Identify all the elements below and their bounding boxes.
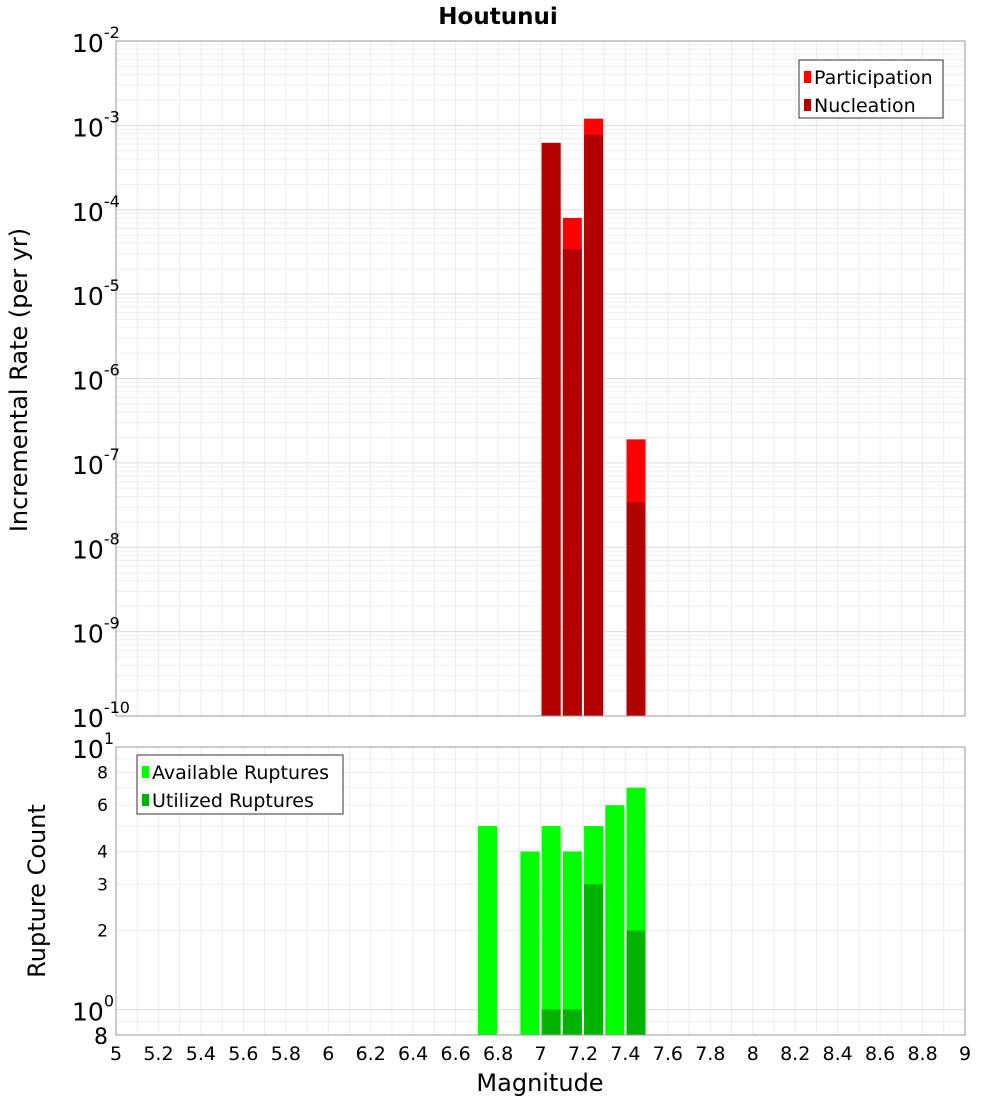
count-y-tick-minor: 3 (97, 875, 108, 895)
x-tick-label: 5.4 (186, 1043, 216, 1065)
rate-bars (541, 118, 646, 717)
count-legend-label: Utilized Ruptures (152, 790, 314, 812)
x-tick-label: 6.2 (356, 1043, 386, 1065)
x-tick-label: 6 (322, 1043, 334, 1065)
count-plot-border (115, 746, 966, 1036)
count-bar-available-ruptures (605, 805, 625, 1035)
count-y-tick-major: 100 (72, 992, 114, 1027)
rate-legend-label: Nucleation (814, 95, 916, 117)
x-tick-label: 7 (534, 1043, 546, 1065)
count-legend-swatch (142, 766, 149, 778)
rate-panel: 10-10 10-9 10-8 10-7 10-6 10-5 10-4 10-3 10-2 In… (5, 23, 966, 733)
count-legend: Available Ruptures Utilized Ruptures (136, 754, 344, 815)
count-y-tick-minor: 8 (94, 1025, 108, 1050)
count-bar-utilized-ruptures (541, 1009, 561, 1035)
count-legend-label: Available Ruptures (152, 762, 329, 784)
magnitude-x-tick-labels: 5 5.2 5.4 5.6 5.8 6 6.2 6.4 6.6 6.8 7 7.2 7.4 7.6 7.8 8… (110, 1043, 971, 1065)
x-axis-label: Magnitude (476, 1069, 603, 1097)
rate-legend-label: Participation (814, 67, 933, 89)
rate-y-axis-label: Incremental Rate (per yr) (5, 228, 33, 532)
count-bar-available-ruptures (562, 851, 582, 1035)
count-bar-utilized-ruptures (626, 930, 646, 1035)
count-bars (477, 787, 646, 1035)
count-y-axis-label: Rupture Count (23, 804, 51, 978)
rate-legend: Participation Nucleation (798, 59, 944, 119)
x-tick-label: 9 (959, 1043, 971, 1065)
rate-y-tick-label: 10-6 (72, 361, 120, 396)
count-bar-available-ruptures (477, 826, 497, 1035)
rate-legend-swatch (804, 71, 811, 83)
rate-grid (115, 41, 966, 717)
x-tick-label: 8.8 (907, 1043, 937, 1065)
count-y-tick-minor: 8 (97, 763, 108, 783)
chart-title: Houtunui (438, 4, 557, 30)
rate-y-tick-label: 10-2 (72, 23, 120, 58)
rate-y-tick-label: 10-4 (72, 192, 120, 227)
rate-bar-nucleation (626, 502, 646, 716)
rate-bar-nucleation (584, 134, 604, 717)
rate-y-tick-labels: 10-10 10-9 10-8 10-7 10-6 10-5 10-4 10-3 10-2 (72, 23, 130, 733)
count-bar-available-ruptures (520, 851, 540, 1035)
count-y-tick-minor: 4 (97, 842, 108, 862)
x-tick-label: 7.2 (568, 1043, 598, 1065)
rate-y-tick-label: 10-10 (72, 698, 130, 733)
count-y-tick-major: 101 (72, 729, 114, 764)
rate-y-tick-label: 10-8 (72, 529, 120, 564)
count-bar-utilized-ruptures (562, 1009, 582, 1035)
x-tick-label: 6.4 (398, 1043, 428, 1065)
rate-plot-border (115, 40, 966, 717)
rate-y-tick-label: 10-3 (72, 107, 120, 142)
x-tick-label: 5.8 (271, 1043, 301, 1065)
count-y-tick-minor: 2 (97, 922, 108, 942)
rate-bar-nucleation (541, 142, 561, 716)
x-tick-label: 6.8 (483, 1043, 513, 1065)
count-bar-utilized-ruptures (584, 884, 604, 1035)
x-tick-label: 8.2 (780, 1043, 810, 1065)
rate-legend-swatch (804, 99, 811, 111)
count-bar-available-ruptures (541, 826, 561, 1035)
count-y-tick-minor: 6 (97, 796, 108, 816)
x-tick-label: 6.6 (440, 1043, 470, 1065)
x-tick-label: 8.6 (865, 1043, 895, 1065)
rate-legend-box (798, 59, 944, 119)
count-legend-swatch (142, 794, 149, 806)
count-legend-box (136, 754, 344, 815)
x-tick-label: 7.6 (653, 1043, 683, 1065)
rate-bar-nucleation (562, 249, 582, 716)
x-tick-label: 5.6 (228, 1043, 258, 1065)
rate-y-tick-label: 10-5 (72, 276, 120, 311)
x-tick-label: 7.4 (610, 1043, 640, 1065)
x-tick-label: 5.2 (143, 1043, 173, 1065)
rate-y-tick-label: 10-7 (72, 445, 120, 480)
rate-y-tick-label: 10-9 (72, 614, 120, 649)
x-tick-label: 8.4 (823, 1043, 853, 1065)
x-tick-label: 8 (747, 1043, 759, 1065)
x-tick-label: 7.8 (695, 1043, 725, 1065)
x-tick-label: 5 (110, 1043, 122, 1065)
